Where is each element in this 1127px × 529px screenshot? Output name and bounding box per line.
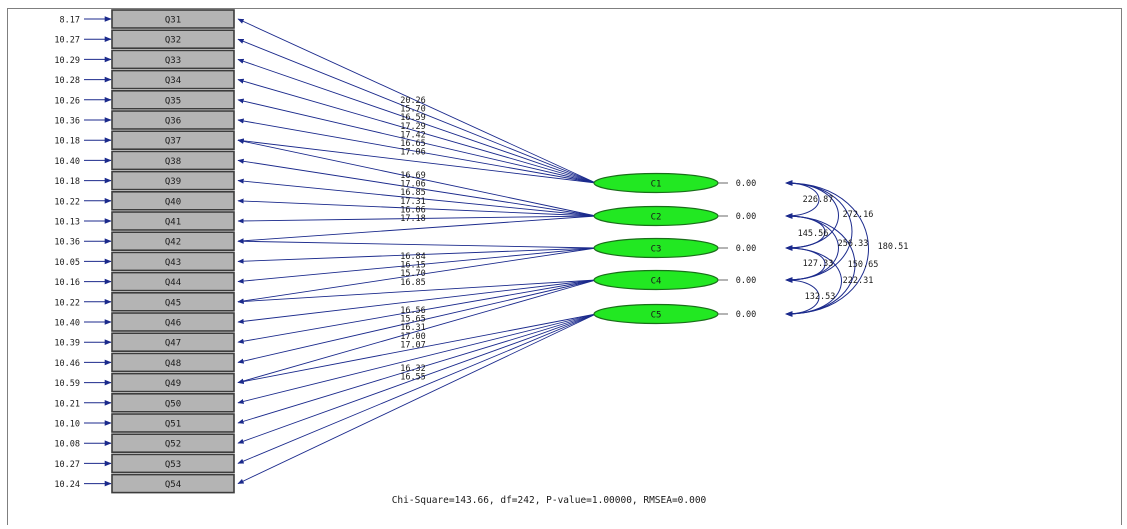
covariance-label: 256.33 — [838, 239, 869, 249]
loading-label: 17.06 — [400, 148, 426, 158]
error-variance-label: 10.13 — [54, 218, 80, 228]
error-variance-label: 10.26 — [54, 96, 80, 106]
observed-label: Q43 — [165, 258, 181, 268]
latent-label: C2 — [651, 213, 662, 223]
observed-label: Q40 — [165, 197, 181, 207]
observed-label: Q50 — [165, 399, 181, 409]
covariance-label: 226.87 — [803, 195, 834, 205]
covariance-label: 272.16 — [843, 210, 874, 220]
error-variance-label: 10.16 — [54, 278, 80, 288]
latent-label: C1 — [651, 180, 662, 190]
error-variance-label: 10.21 — [54, 399, 80, 409]
observed-label: Q54 — [165, 480, 181, 490]
observed-label: Q41 — [165, 218, 181, 228]
latent-variance-label: 0.00 — [736, 310, 756, 320]
path-diagram: 8.17 10.27 10.29 10.28 10.26 10.36 10.18 10.40 1… — [8, 9, 1121, 525]
loading-label: 16.85 — [400, 278, 426, 288]
covariance-label: 132.53 — [805, 292, 836, 302]
latent-label: C3 — [651, 245, 662, 255]
covariance-label: 145.56 — [798, 229, 829, 239]
error-variance-label: 10.29 — [54, 56, 80, 66]
error-variance-label: 10.40 — [54, 157, 80, 167]
covariance-label: 180.51 — [878, 242, 909, 252]
observed-label: Q44 — [165, 278, 181, 288]
latent-label: C4 — [651, 277, 662, 287]
observed-label: Q47 — [165, 339, 181, 349]
error-variance-label: 10.46 — [54, 359, 80, 369]
error-arrows: 8.17 10.27 10.29 10.28 10.26 10.36 10.18 10.40 1… — [54, 16, 111, 491]
diagram-frame: 8.17 10.27 10.29 10.28 10.26 10.36 10.18 10.40 1… — [7, 8, 1122, 525]
error-variance-label: 10.40 — [54, 319, 80, 329]
observed-label: Q53 — [165, 460, 181, 470]
error-variance-label: 10.05 — [54, 258, 80, 268]
observed-label: Q52 — [165, 440, 181, 450]
latent-variance-label: 0.00 — [736, 276, 756, 286]
error-variance-label: 10.24 — [54, 480, 80, 490]
fit-statistics: Chi-Square=143.66, df=242, P-value=1.000… — [392, 495, 707, 506]
observed-label: Q35 — [165, 96, 181, 106]
observed-label: Q37 — [165, 137, 181, 147]
observed-label: Q33 — [165, 56, 181, 66]
latent-variance-label: 0.00 — [736, 212, 756, 222]
error-variance-label: 8.17 — [60, 16, 80, 26]
observed-label: Q38 — [165, 157, 181, 167]
covariance-label: 127.33 — [803, 259, 834, 269]
observed-label: Q39 — [165, 177, 181, 187]
covariance-label: 150.65 — [848, 260, 879, 270]
latent-variables: C1 0.00 C2 0.00 C3 0.00 C4 0.00 C5 0.00 — [594, 174, 756, 324]
error-variance-label: 10.36 — [54, 238, 80, 248]
observed-label: Q42 — [165, 238, 181, 248]
error-variance-label: 10.18 — [54, 137, 80, 147]
loading-label: 16.55 — [400, 373, 426, 383]
error-variance-label: 10.22 — [54, 197, 80, 207]
observed-label: Q34 — [165, 76, 181, 86]
error-variance-label: 10.10 — [54, 420, 80, 430]
latent-variance-label: 0.00 — [736, 244, 756, 254]
latent-variance-label: 0.00 — [736, 179, 756, 189]
observed-label: Q48 — [165, 359, 181, 369]
error-variance-label: 10.28 — [54, 76, 80, 86]
loading-label: 17.18 — [400, 214, 426, 224]
error-variance-label: 10.08 — [54, 440, 80, 450]
observed-label: Q31 — [165, 16, 181, 26]
observed-label: Q46 — [165, 319, 181, 329]
error-variance-label: 10.27 — [54, 460, 80, 470]
error-variance-label: 10.59 — [54, 379, 80, 389]
observed-variables: Q31 Q32 Q33 Q34 Q35 Q36 Q37 Q38 Q39 Q40 Q41 Q42 Q43 Q… — [112, 10, 234, 493]
covariance-label: 222.31 — [843, 276, 874, 286]
observed-label: Q49 — [165, 379, 181, 389]
error-variance-label: 10.18 — [54, 177, 80, 187]
error-variance-label: 10.22 — [54, 298, 80, 308]
observed-label: Q51 — [165, 420, 181, 430]
loading-label: 17.07 — [400, 340, 426, 350]
error-variance-label: 10.36 — [54, 117, 80, 127]
loading-path — [238, 241, 596, 248]
latent-label: C5 — [651, 311, 662, 321]
observed-label: Q45 — [165, 298, 181, 308]
error-variance-label: 10.39 — [54, 339, 80, 349]
observed-label: Q32 — [165, 36, 181, 46]
observed-label: Q36 — [165, 117, 181, 127]
error-variance-label: 10.27 — [54, 36, 80, 46]
